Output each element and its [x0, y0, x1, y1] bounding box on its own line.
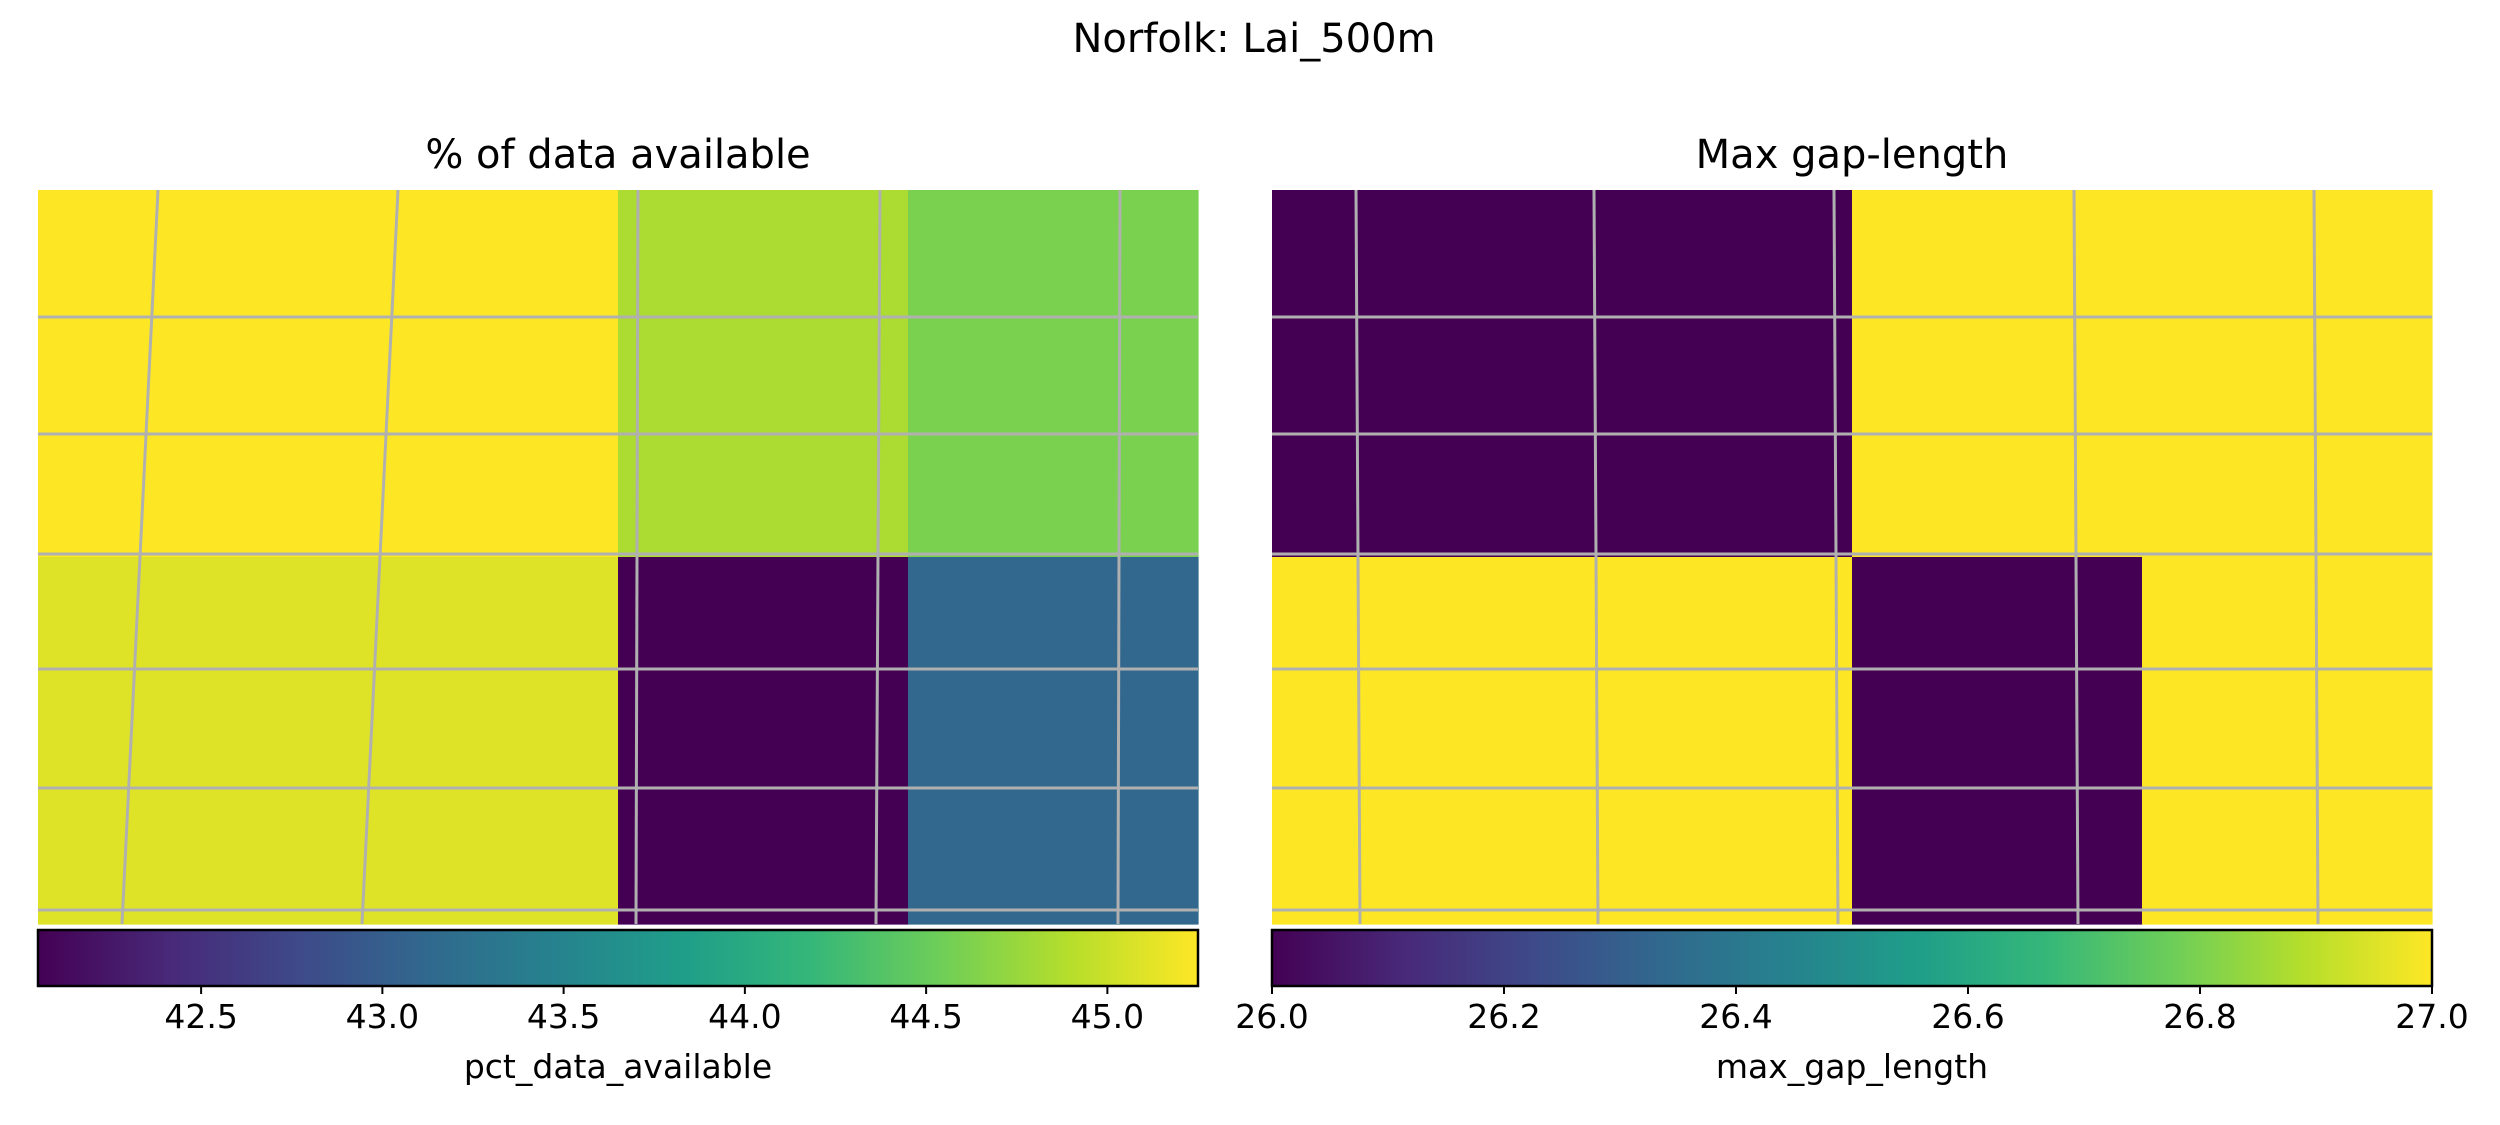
colorbar-label: pct_data_available	[464, 1047, 772, 1086]
heatmap-cell	[2142, 557, 2433, 925]
gridline-vertical	[1832, 189, 1840, 925]
colorbar-tick-label: 44.0	[708, 997, 781, 1036]
colorbar-tick-label: 26.8	[2163, 997, 2236, 1036]
colorbar-tick-label: 26.4	[1699, 997, 1772, 1036]
panel-title: Max gap-length	[1696, 132, 2009, 178]
colorbar-tick-label: 42.5	[164, 997, 237, 1036]
heatmap-cell	[908, 190, 1199, 558]
colorbar-tick-label: 27.0	[2395, 997, 2468, 1036]
colorbar	[1270, 928, 2434, 988]
heatmap-cell	[38, 190, 329, 558]
gridline-vertical	[1354, 189, 1362, 925]
colorbar-tick-label: 43.0	[346, 997, 419, 1036]
heatmap-cell	[1562, 190, 1853, 558]
heatmap-cell	[1852, 557, 2143, 925]
panel-2: Max gap-length 26.0 26.2 26.4 26.6 26.8 27.0 ma…	[1235, 132, 2468, 1086]
colorbar-tick-label: 26.6	[1931, 997, 2004, 1036]
gridline-vertical	[120, 189, 160, 925]
gridline-vertical	[634, 189, 640, 925]
gridline-vertical	[360, 189, 400, 925]
heatmap-cell	[618, 190, 909, 558]
heatmap-cell	[1562, 557, 1853, 925]
gridline-vertical	[1116, 189, 1122, 925]
heatmap-cell	[2142, 190, 2433, 558]
colorbar	[36, 928, 1200, 988]
colorbar-tick-label: 44.5	[889, 997, 962, 1036]
heatmap-cell	[1272, 190, 1563, 558]
gridline-vertical	[1592, 189, 1600, 925]
gridline-vertical	[874, 189, 882, 925]
heatmap-cell	[38, 557, 329, 925]
heatmap-cell	[328, 190, 619, 558]
colorbar-tick-label: 26.2	[1467, 997, 1540, 1036]
panel-title: % of data available	[425, 132, 810, 178]
colorbar-tick-label: 45.0	[1071, 997, 1144, 1036]
panel-1: % of data available 42.5 43.0 43.5 44.0 44.5 4…	[36, 132, 1200, 1086]
gridline-vertical	[2072, 189, 2080, 925]
colorbar-label: max_gap_length	[1716, 1047, 1988, 1086]
heatmap-cell	[908, 557, 1199, 925]
heatmap-cell	[1852, 190, 2143, 558]
heatmap-cell	[618, 557, 909, 925]
colorbar-tick-label: 43.5	[527, 997, 600, 1036]
figure-title: Norfolk: Lai_500m	[1072, 16, 1435, 62]
gridline-vertical	[2312, 189, 2320, 925]
colorbar-tick-label: 26.0	[1235, 997, 1308, 1036]
heatmap-cell	[1272, 557, 1563, 925]
